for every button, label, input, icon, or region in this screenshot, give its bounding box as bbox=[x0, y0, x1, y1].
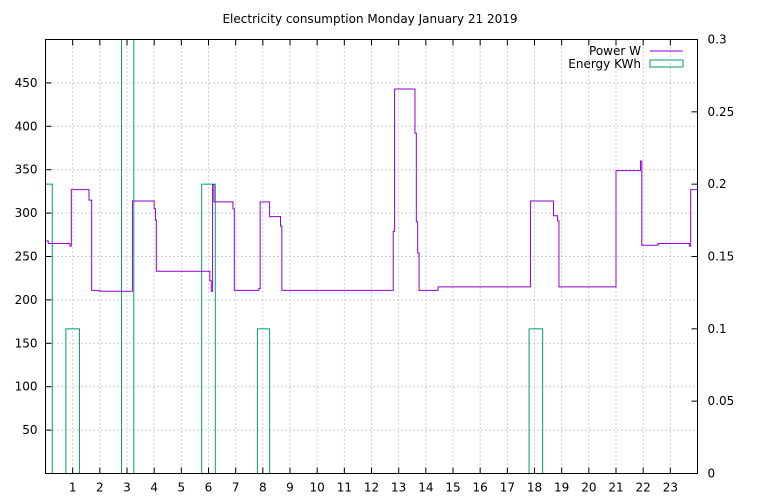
x-tick-label: 8 bbox=[259, 481, 267, 495]
chart-title: Electricity consumption Monday January 2… bbox=[222, 12, 517, 26]
x-tick-label: 18 bbox=[527, 481, 542, 495]
y-tick-label: 100 bbox=[15, 380, 38, 394]
legend-label-energy: Energy KWh bbox=[568, 57, 641, 71]
x-tick-label: 4 bbox=[150, 481, 158, 495]
power-line bbox=[45, 88, 698, 292]
y-tick-label: 300 bbox=[15, 206, 38, 220]
energy-series bbox=[45, 39, 544, 474]
x-tick-label: 20 bbox=[581, 481, 596, 495]
x-tick-label: 15 bbox=[445, 481, 460, 495]
y-tick-label: 150 bbox=[15, 336, 38, 350]
power-series bbox=[45, 88, 698, 292]
x-tick-label: 7 bbox=[232, 481, 240, 495]
y-tick-label: 250 bbox=[15, 250, 38, 264]
y-tick-label: 50 bbox=[22, 423, 37, 437]
y2-tick-label: 0.2 bbox=[708, 177, 727, 191]
x-tick-label: 13 bbox=[391, 481, 406, 495]
x-tick-label: 19 bbox=[554, 481, 569, 495]
x-tick-label: 5 bbox=[178, 481, 186, 495]
y-tick-label: 450 bbox=[15, 76, 38, 90]
y2-tick-label: 0.1 bbox=[708, 322, 727, 336]
x-tick-label: 1 bbox=[69, 481, 77, 495]
y-tick-label: 200 bbox=[15, 293, 38, 307]
y2-tick-label: 0 bbox=[708, 467, 716, 481]
x-tick-label: 2 bbox=[96, 481, 104, 495]
x-tick-label: 12 bbox=[364, 481, 379, 495]
y-tick-label: 350 bbox=[15, 163, 38, 177]
y2-tick-label: 0.25 bbox=[708, 105, 735, 119]
y2-tick-label: 0.3 bbox=[708, 33, 727, 47]
energy-bar bbox=[65, 328, 80, 474]
x-tick-label: 17 bbox=[500, 481, 515, 495]
y2-tick-label: 0.15 bbox=[708, 250, 735, 264]
axis-ticks: 1 2 3 4 5 6 7 8 9 10 11 12 13 14 15 16 17 18 19 20 21 22 23501… bbox=[15, 33, 735, 495]
y-tick-label: 400 bbox=[15, 119, 38, 133]
y2-tick-label: 0.05 bbox=[708, 394, 735, 408]
x-tick-label: 16 bbox=[473, 481, 488, 495]
energy-bar bbox=[528, 328, 544, 474]
legend-label-power: Power W bbox=[589, 44, 641, 58]
grid bbox=[45, 39, 698, 474]
x-tick-label: 22 bbox=[636, 481, 651, 495]
energy-bar bbox=[201, 183, 216, 474]
x-tick-label: 21 bbox=[608, 481, 623, 495]
x-tick-label: 11 bbox=[337, 481, 352, 495]
x-tick-label: 14 bbox=[418, 481, 433, 495]
x-tick-label: 23 bbox=[663, 481, 678, 495]
x-tick-label: 3 bbox=[123, 481, 131, 495]
energy-bar bbox=[256, 328, 271, 474]
x-tick-label: 9 bbox=[286, 481, 294, 495]
legend-swatch-energy bbox=[649, 59, 684, 68]
x-tick-label: 6 bbox=[205, 481, 213, 495]
x-tick-label: 10 bbox=[310, 481, 325, 495]
